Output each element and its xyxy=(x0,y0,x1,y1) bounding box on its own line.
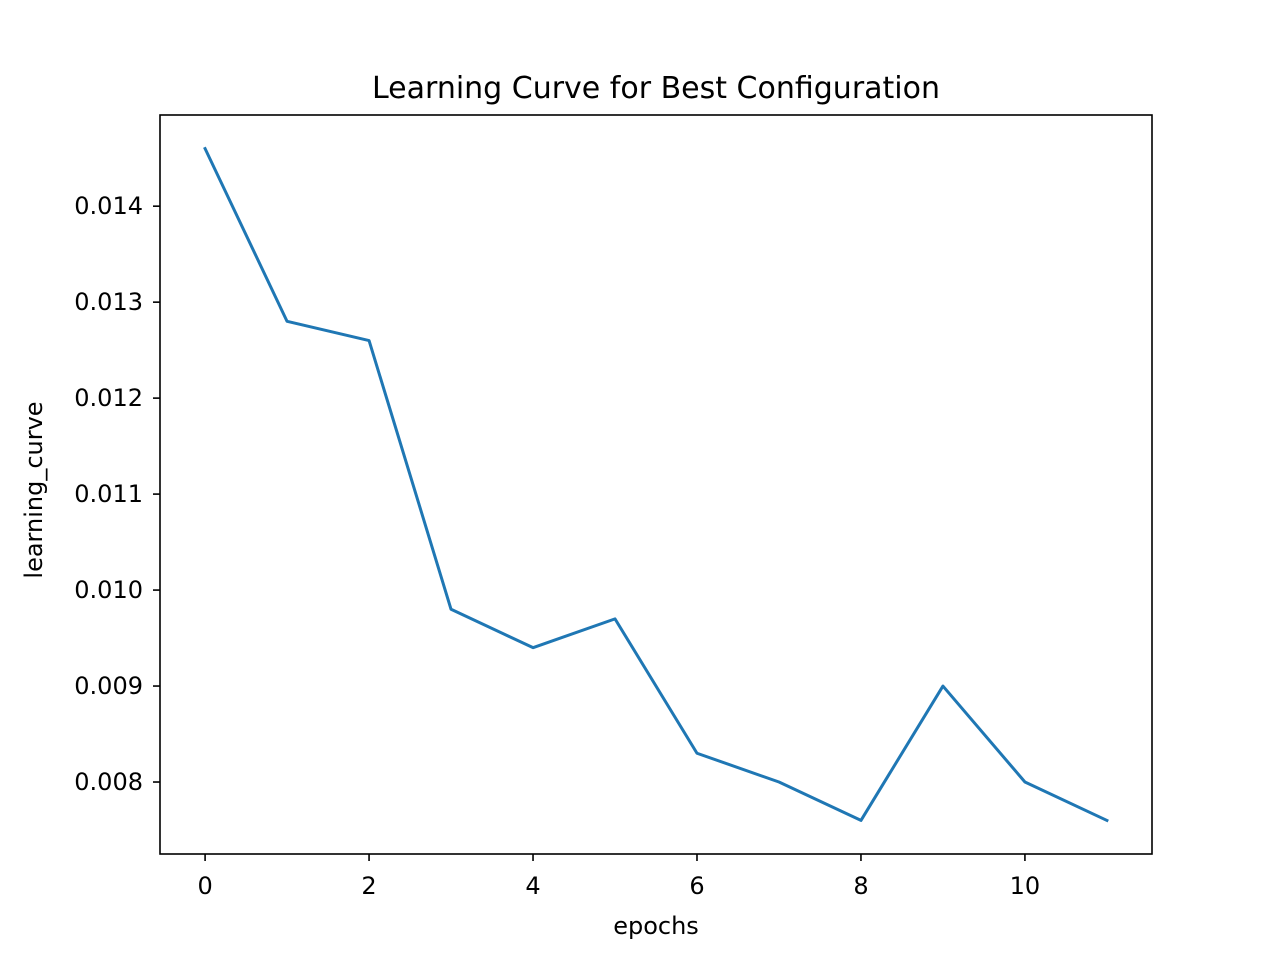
x-axis-label: epochs xyxy=(613,912,699,940)
series-line-0 xyxy=(203,146,1109,823)
x-tick-label: 2 xyxy=(361,872,376,900)
y-tick-label: 0.009 xyxy=(74,672,143,700)
x-tick-label: 8 xyxy=(853,872,868,900)
x-tick-label: 0 xyxy=(197,872,212,900)
y-tick-label: 0.013 xyxy=(74,288,143,316)
x-tick-label: 10 xyxy=(1010,872,1041,900)
y-tick-label: 0.010 xyxy=(74,576,143,604)
y-axis-label: learning_curve xyxy=(20,401,48,578)
y-tick-label: 0.011 xyxy=(74,480,143,508)
x-tick-label: 6 xyxy=(689,872,704,900)
x-tick-label: 4 xyxy=(525,872,540,900)
y-tick-label: 0.008 xyxy=(74,768,143,796)
chart-title: Learning Curve for Best Configuration xyxy=(372,71,940,106)
axes-frame xyxy=(159,114,1153,855)
y-tick-label: 0.014 xyxy=(74,192,143,220)
y-tick-label: 0.012 xyxy=(74,384,143,412)
plot-area: 0 2 4 6 8 10 0.008 0.009 0.010 0.011 0.012 0.013 0.0… xyxy=(74,114,1153,900)
